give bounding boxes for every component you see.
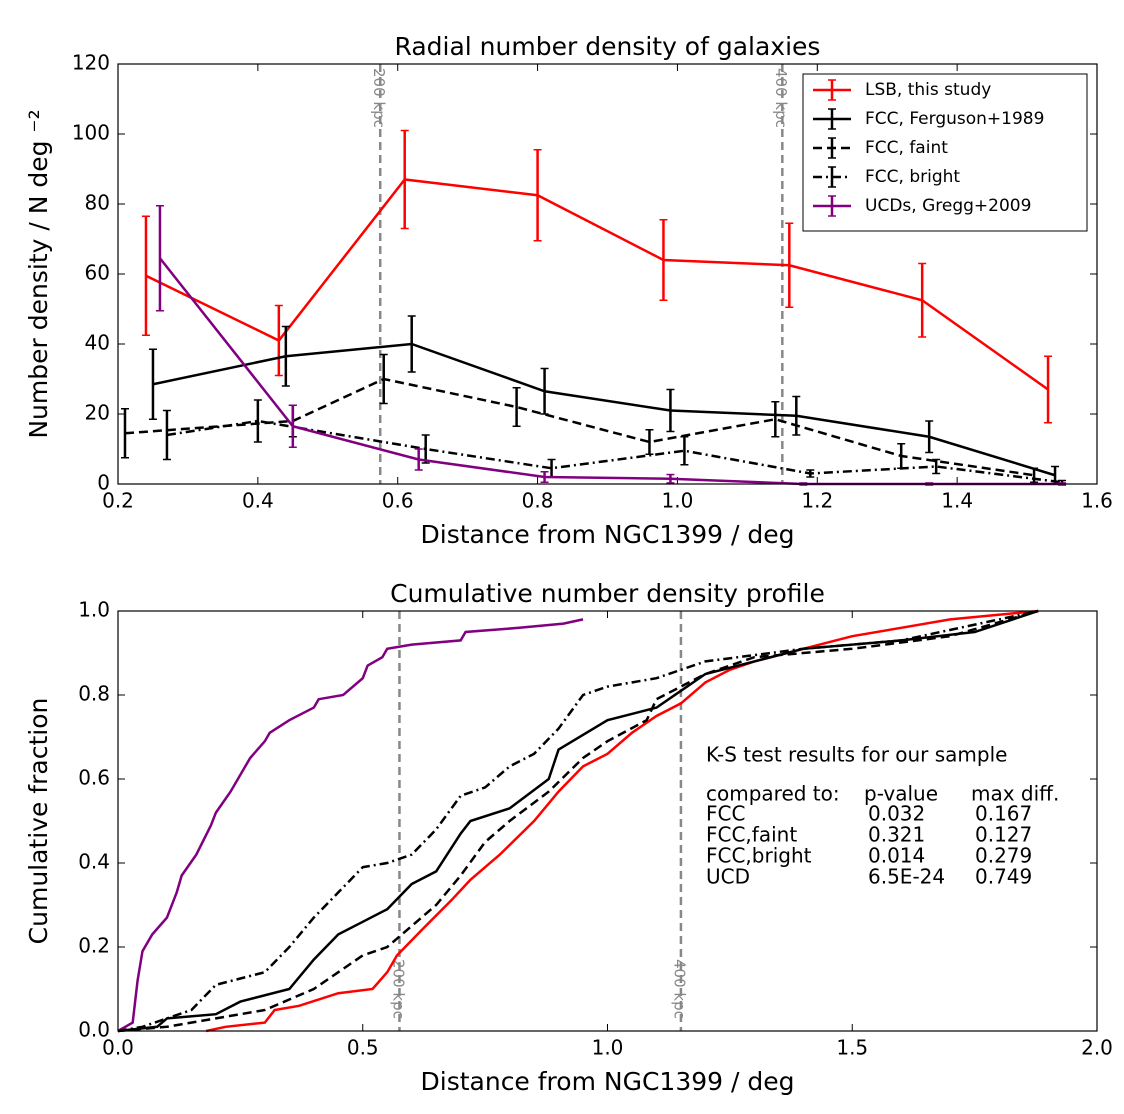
error-bar — [120, 408, 129, 459]
x-tick-label: 1.2 — [801, 489, 833, 513]
y-tick-label: 0.8 — [78, 682, 110, 706]
x-axis-label: Distance from NGC1399 / deg — [421, 1067, 795, 1096]
reference-label: 400 kpc — [772, 68, 790, 128]
y-tick-label: 20 — [85, 401, 110, 425]
x-tick-label: 1.0 — [592, 1036, 624, 1060]
error-bar — [421, 434, 430, 464]
x-tick-label: 2.0 — [1081, 1036, 1113, 1060]
y-tick-label: 120 — [72, 51, 110, 75]
error-bar — [400, 129, 409, 230]
error-bar — [379, 353, 388, 405]
data-line — [166, 419, 1063, 484]
y-tick-label: 60 — [85, 261, 110, 285]
annotation-cell: 6.5E-24 — [868, 865, 945, 889]
x-tick-label: 1.5 — [836, 1036, 868, 1060]
x-tick-label: 0.5 — [347, 1036, 379, 1060]
error-bar — [141, 215, 150, 336]
data-line — [124, 377, 1035, 477]
y-tick-label: 100 — [72, 121, 110, 145]
error-bar — [785, 222, 794, 308]
error-bar — [407, 315, 416, 373]
x-tick-label: 1.6 — [1081, 489, 1113, 513]
x-tick-label: 0.0 — [102, 1036, 134, 1060]
error-bar — [414, 448, 423, 471]
error-bar — [659, 219, 668, 301]
annotation-cell: 0.032 — [868, 802, 925, 826]
x-tick-label: 0.4 — [242, 489, 274, 513]
data-line — [117, 609, 1039, 1033]
legend-label: FCC, bright — [865, 167, 960, 187]
legend-label: LSB, this study — [865, 80, 991, 100]
axes-frame — [117, 63, 1098, 485]
annotation-cell: 0.014 — [868, 844, 925, 868]
error-bar — [253, 399, 262, 443]
chart-title: Cumulative number density profile — [390, 579, 825, 608]
error-bar — [806, 469, 815, 478]
error-bar — [680, 436, 689, 466]
annotation-cell: 0.127 — [975, 823, 1032, 847]
plot-area — [118, 611, 1097, 1031]
y-axis-label: Number density / N deg ⁻² — [24, 109, 53, 438]
annotation-cell: FCC,bright — [706, 844, 812, 868]
error-bar — [274, 304, 283, 377]
error-bar — [792, 395, 801, 436]
error-bar — [288, 404, 297, 448]
x-tick-label: 0.6 — [382, 489, 414, 513]
data-line — [117, 609, 1039, 1033]
y-tick-label: 0.4 — [78, 850, 110, 874]
error-bar — [155, 205, 164, 312]
error-bar — [512, 387, 521, 427]
annotation-cell: FCC — [706, 802, 745, 826]
annotation-header: compared to: — [706, 782, 840, 806]
x-tick-label: 1.4 — [941, 489, 973, 513]
error-bar — [932, 458, 941, 475]
data-line — [117, 618, 584, 1033]
x-tick-label: 0.8 — [522, 489, 554, 513]
data-line — [145, 178, 1049, 391]
error-bar — [1044, 355, 1053, 424]
x-tick-label: 0.2 — [102, 489, 134, 513]
y-tick-label: 40 — [85, 331, 110, 355]
annotation-cell: 0.749 — [975, 865, 1032, 889]
y-tick-label: 80 — [85, 191, 110, 215]
reference-label: 200 kpc — [389, 959, 407, 1019]
y-tick-label: 1.0 — [78, 598, 110, 622]
y-tick-label: 0.2 — [78, 934, 110, 958]
y-axis-label: Cumulative fraction — [24, 698, 53, 945]
annotation-cell: 0.321 — [868, 823, 925, 847]
error-bar — [148, 348, 157, 420]
error-bar — [666, 388, 675, 433]
error-bar — [540, 471, 549, 483]
y-tick-label: 0.6 — [78, 766, 110, 790]
y-tick-label: 0 — [97, 471, 110, 495]
annotation-title: K-S test results for our sample — [706, 743, 1007, 767]
error-bar — [281, 325, 290, 387]
error-bar — [925, 420, 934, 454]
error-bar — [918, 262, 927, 338]
x-tick-label: 1.0 — [662, 489, 694, 513]
legend-label: FCC, Ferguson+1989 — [865, 109, 1044, 129]
annotation-cell: FCC,faint — [706, 823, 797, 847]
annotation-header: max diff. — [971, 782, 1059, 806]
data-line — [117, 609, 1039, 1033]
annotation-header: p-value — [864, 782, 938, 806]
y-tick-label: 0.0 — [78, 1018, 110, 1042]
legend-label: UCDs, Gregg+2009 — [865, 196, 1031, 216]
legend-label: FCC, faint — [865, 138, 948, 158]
error-bar — [533, 149, 542, 242]
reference-label: 200 kpc — [370, 68, 388, 128]
error-bar — [666, 473, 675, 484]
error-bar — [771, 401, 780, 438]
chart-title: Radial number density of galaxies — [395, 32, 821, 61]
annotation-cell: 0.279 — [975, 844, 1032, 868]
axes-frame — [117, 610, 1098, 1032]
data-line — [152, 342, 1056, 477]
reference-label: 400 kpc — [671, 959, 689, 1019]
annotation-cell: 0.167 — [975, 802, 1032, 826]
x-axis-label: Distance from NGC1399 / deg — [421, 520, 795, 549]
error-bar — [162, 409, 171, 461]
annotation-cell: UCD — [706, 865, 750, 889]
